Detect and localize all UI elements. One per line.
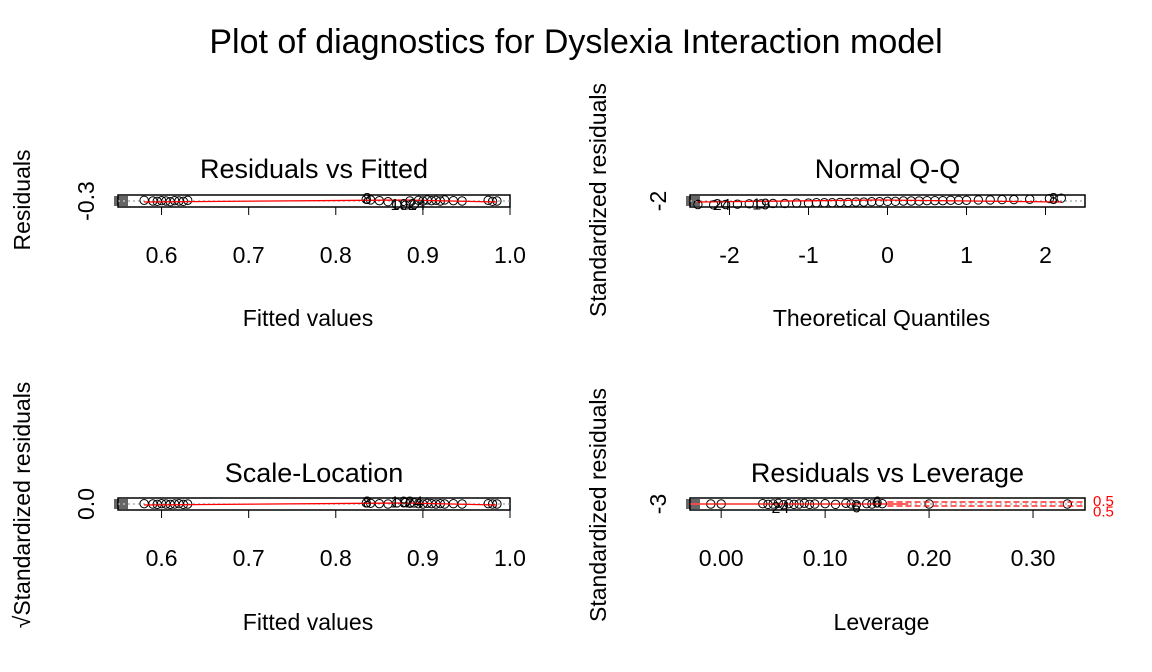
x-tick-label: 0.9 xyxy=(407,242,439,268)
data-point xyxy=(997,194,1007,205)
x-tick-label: -2 xyxy=(719,242,739,268)
data-point xyxy=(780,198,790,209)
data-point xyxy=(985,195,995,205)
point-label: 8 xyxy=(1049,191,1058,208)
point-label: 24 xyxy=(408,197,426,214)
x-axis-label: Fitted values xyxy=(243,609,373,635)
data-point xyxy=(744,199,754,209)
panel-4: Residuals vs Leverage 0.00 0.10 0.20 0.30 -3 L… xyxy=(585,388,1114,635)
x-tick-label: 0.8 xyxy=(320,545,352,571)
panel-3: Scale-Location 0.6 0.7 0.8 0.9 1.0 0.0 Fitted v… xyxy=(9,382,526,635)
data-point xyxy=(720,199,731,210)
x-tick-label: 2 xyxy=(1039,242,1052,268)
data-point xyxy=(1025,194,1035,204)
data-point xyxy=(851,500,862,510)
x-tick-label: 0 xyxy=(881,242,894,268)
figure-title: Plot of diagnostics for Dyslexia Interac… xyxy=(209,23,943,61)
data-point xyxy=(1044,193,1055,204)
point-label: 19 xyxy=(390,197,408,214)
y-axis-label: Standardized residuals xyxy=(585,388,611,622)
x-axis-label: Fitted values xyxy=(243,305,373,331)
x-tick-label: 0.30 xyxy=(1011,545,1056,571)
point-label: 24 xyxy=(772,500,790,517)
data-point xyxy=(732,199,743,209)
data-point xyxy=(487,499,498,509)
data-point xyxy=(768,198,778,209)
panel-1: Residuals vs Fitted 0.6 0.7 0.8 0.9 1.0 -0.3 Fi… xyxy=(9,150,526,332)
point-label: 24 xyxy=(713,197,731,214)
data-point xyxy=(827,198,837,208)
x-tick-label: 0.6 xyxy=(146,242,178,268)
panels: Residuals vs Fitted 0.6 0.7 0.8 0.9 1.0 -0.3 Fi… xyxy=(9,83,1114,635)
data-point xyxy=(778,500,789,510)
data-point xyxy=(709,200,719,210)
point-label: 24 xyxy=(405,494,423,511)
data-point xyxy=(843,197,853,208)
x-tick-label: 1 xyxy=(960,242,973,268)
cooks-label: 0.5 xyxy=(1093,503,1114,520)
data-point xyxy=(182,195,193,206)
data-point xyxy=(383,197,393,207)
point-label: 19 xyxy=(390,494,408,511)
data-point xyxy=(492,196,502,206)
panel-title: Scale-Location xyxy=(225,458,404,488)
data-point xyxy=(872,498,882,508)
data-point xyxy=(867,197,877,207)
data-point xyxy=(139,195,149,206)
x-tick-label: 0.6 xyxy=(146,545,178,571)
point-label: 8 xyxy=(363,191,372,208)
data-point xyxy=(492,499,502,509)
point-label: 6 xyxy=(873,495,882,512)
data-point xyxy=(835,197,845,208)
y-tick-label: -3 xyxy=(645,494,671,514)
data-point xyxy=(874,197,885,207)
smoother-line xyxy=(144,199,497,203)
x-tick-label: 1.0 xyxy=(494,545,526,571)
x-tick-label: -1 xyxy=(798,242,818,268)
data-point xyxy=(756,199,766,209)
data-point xyxy=(361,194,371,204)
point-label: 19 xyxy=(752,197,770,214)
data-point xyxy=(693,199,703,210)
data-point xyxy=(811,198,822,208)
panel-title: Normal Q-Q xyxy=(815,154,961,184)
smoother-line xyxy=(144,502,497,506)
x-tick-label: 0.8 xyxy=(320,242,352,268)
x-axis-label: Theoretical Quantiles xyxy=(773,305,990,331)
x-tick-label: 0.20 xyxy=(907,545,952,571)
data-point xyxy=(973,195,984,205)
x-tick-label: 0.9 xyxy=(407,545,439,571)
y-axis-label: √Standardized residuals xyxy=(9,382,35,629)
y-tick-label: -0.3 xyxy=(73,181,99,221)
y-axis-label: Residuals xyxy=(9,150,35,251)
cooks-label: 0.5 xyxy=(1093,493,1114,510)
y-axis-label: Standardized residuals xyxy=(585,83,611,317)
panel-title: Residuals vs Leverage xyxy=(751,458,1024,488)
x-tick-label: 0.7 xyxy=(233,545,265,571)
panel-2: Normal Q-Q -2 -1 0 1 2 -2 Theoretical Quantiles… xyxy=(585,83,1086,331)
data-point xyxy=(851,197,861,207)
data-point xyxy=(1062,499,1073,509)
data-point xyxy=(1009,194,1019,205)
x-tick-label: 0.10 xyxy=(803,545,848,571)
data-point xyxy=(799,498,810,508)
data-point xyxy=(841,498,851,508)
y-tick-label: 0.0 xyxy=(73,488,99,520)
data-point xyxy=(791,198,802,208)
x-axis-label: Leverage xyxy=(834,609,930,635)
point-label: 6 xyxy=(852,500,861,517)
panel-title: Residuals vs Fitted xyxy=(200,154,428,184)
y-tick-label: -2 xyxy=(645,191,671,211)
data-point xyxy=(859,197,869,207)
data-point xyxy=(1056,193,1067,203)
data-point xyxy=(819,198,829,208)
x-tick-label: 1.0 xyxy=(494,242,526,268)
data-point xyxy=(773,498,784,508)
data-point xyxy=(924,499,934,509)
x-tick-label: 0.00 xyxy=(699,545,744,571)
point-label: 8 xyxy=(363,494,372,511)
smoother-line xyxy=(697,199,1062,203)
x-tick-label: 0.7 xyxy=(233,242,265,268)
